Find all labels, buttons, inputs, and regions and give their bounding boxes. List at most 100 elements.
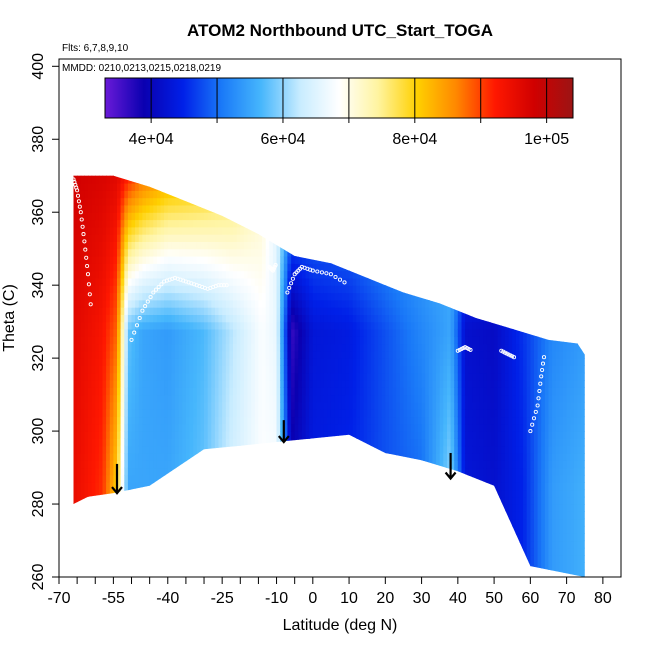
heatmap-cell	[236, 219, 241, 228]
heatmap-cell	[218, 394, 223, 403]
heatmap-cell	[207, 394, 212, 403]
heatmap-cell	[167, 248, 172, 257]
heatmap-cell	[193, 562, 198, 571]
heatmap-cell	[381, 467, 386, 476]
heatmap-cell	[374, 183, 379, 191]
heatmap-cell	[200, 285, 205, 294]
heatmap-cell	[323, 511, 328, 520]
heatmap-cell	[291, 321, 296, 330]
heatmap-cell	[131, 372, 136, 381]
heatmap-cell	[207, 423, 212, 432]
heatmap-cell	[214, 175, 220, 184]
heatmap-cell	[113, 175, 118, 184]
heatmap-cell	[349, 380, 354, 388]
heatmap-cell	[109, 175, 114, 177]
heatmap-cell	[341, 380, 346, 388]
heatmap-cell	[189, 285, 194, 294]
heatmap-cell	[291, 299, 296, 308]
heatmap-cell	[320, 416, 325, 425]
heatmap-cell	[287, 241, 292, 250]
heatmap-cell	[222, 416, 227, 425]
heatmap-cell	[222, 482, 227, 491]
heatmap-cell	[135, 256, 140, 264]
heatmap-cell	[323, 248, 328, 257]
heatmap-cell	[334, 569, 339, 577]
heatmap-cell	[305, 496, 310, 505]
heatmap-cell	[316, 555, 321, 563]
heatmap-cell	[330, 343, 336, 352]
heatmap-cell	[149, 474, 154, 483]
heatmap-cell	[327, 190, 332, 199]
heatmap-cell	[385, 314, 390, 323]
heatmap-cell	[171, 197, 176, 206]
heatmap-cell	[272, 460, 278, 469]
heatmap-cell	[225, 525, 230, 534]
heatmap-cell	[171, 387, 176, 396]
heatmap-cell	[338, 204, 343, 213]
heatmap-cell	[146, 241, 151, 250]
heatmap-cell	[381, 219, 386, 228]
heatmap-cell	[193, 511, 198, 520]
heatmap-cell	[218, 547, 223, 556]
heatmap-cell	[323, 460, 328, 469]
heatmap-cell	[185, 285, 191, 294]
heatmap-cell	[91, 336, 96, 345]
heatmap-cell	[388, 358, 394, 366]
heatmap-cell	[320, 336, 325, 345]
heatmap-cell	[127, 175, 133, 177]
heatmap-cell	[142, 219, 147, 228]
heatmap-cell	[149, 226, 154, 235]
heatmap-cell	[251, 518, 256, 527]
heatmap-cell	[272, 248, 278, 257]
heatmap-cell	[84, 175, 89, 177]
heatmap-cell	[142, 175, 147, 184]
heatmap-cell	[91, 496, 96, 505]
heatmap-cell	[131, 256, 136, 264]
heatmap-cell	[312, 540, 317, 549]
heatmap-cell	[294, 248, 299, 257]
heatmap-cell	[367, 234, 372, 242]
heatmap-cell	[294, 518, 299, 527]
heatmap-cell	[138, 518, 143, 527]
heatmap-cell	[222, 511, 227, 520]
heatmap-cell	[113, 416, 118, 425]
heatmap-cell	[204, 190, 209, 199]
heatmap-cell	[84, 190, 89, 199]
heatmap-cell	[117, 518, 122, 527]
heatmap-cell	[171, 314, 176, 323]
heatmap-cell	[91, 482, 96, 491]
heatmap-cell	[80, 336, 85, 345]
heatmap-cell	[178, 482, 183, 491]
heatmap-cell	[142, 336, 147, 345]
heatmap-cell	[193, 504, 198, 512]
heatmap-cell	[146, 314, 151, 323]
heatmap-cell	[316, 204, 321, 213]
heatmap-cell	[88, 292, 93, 301]
heatmap-cell	[240, 350, 245, 359]
heatmap-cell	[138, 467, 143, 476]
heatmap-cell	[349, 321, 354, 330]
heatmap-cell	[106, 540, 111, 549]
heatmap-cell	[233, 175, 238, 184]
heatmap-cell	[175, 183, 180, 191]
heatmap-cell	[294, 496, 299, 505]
heatmap-cell	[98, 190, 104, 199]
heatmap-cell	[243, 482, 249, 491]
heatmap-cell	[222, 365, 227, 374]
heatmap-cell	[272, 358, 278, 366]
heatmap-cell	[153, 241, 158, 250]
heatmap-cell	[312, 270, 317, 279]
heatmap-cell	[84, 496, 89, 505]
heatmap-cell	[323, 197, 328, 206]
heatmap-cell	[309, 183, 314, 191]
heatmap-cell	[182, 394, 187, 403]
heatmap-cell	[171, 204, 176, 213]
heatmap-cell	[272, 525, 278, 534]
heatmap-cell	[236, 482, 241, 491]
heatmap-cell	[91, 190, 96, 199]
heatmap-cell	[381, 416, 386, 425]
heatmap-cell	[378, 270, 383, 279]
heatmap-cell	[374, 292, 379, 301]
heatmap-cell	[167, 307, 172, 315]
heatmap-cell	[98, 263, 104, 272]
